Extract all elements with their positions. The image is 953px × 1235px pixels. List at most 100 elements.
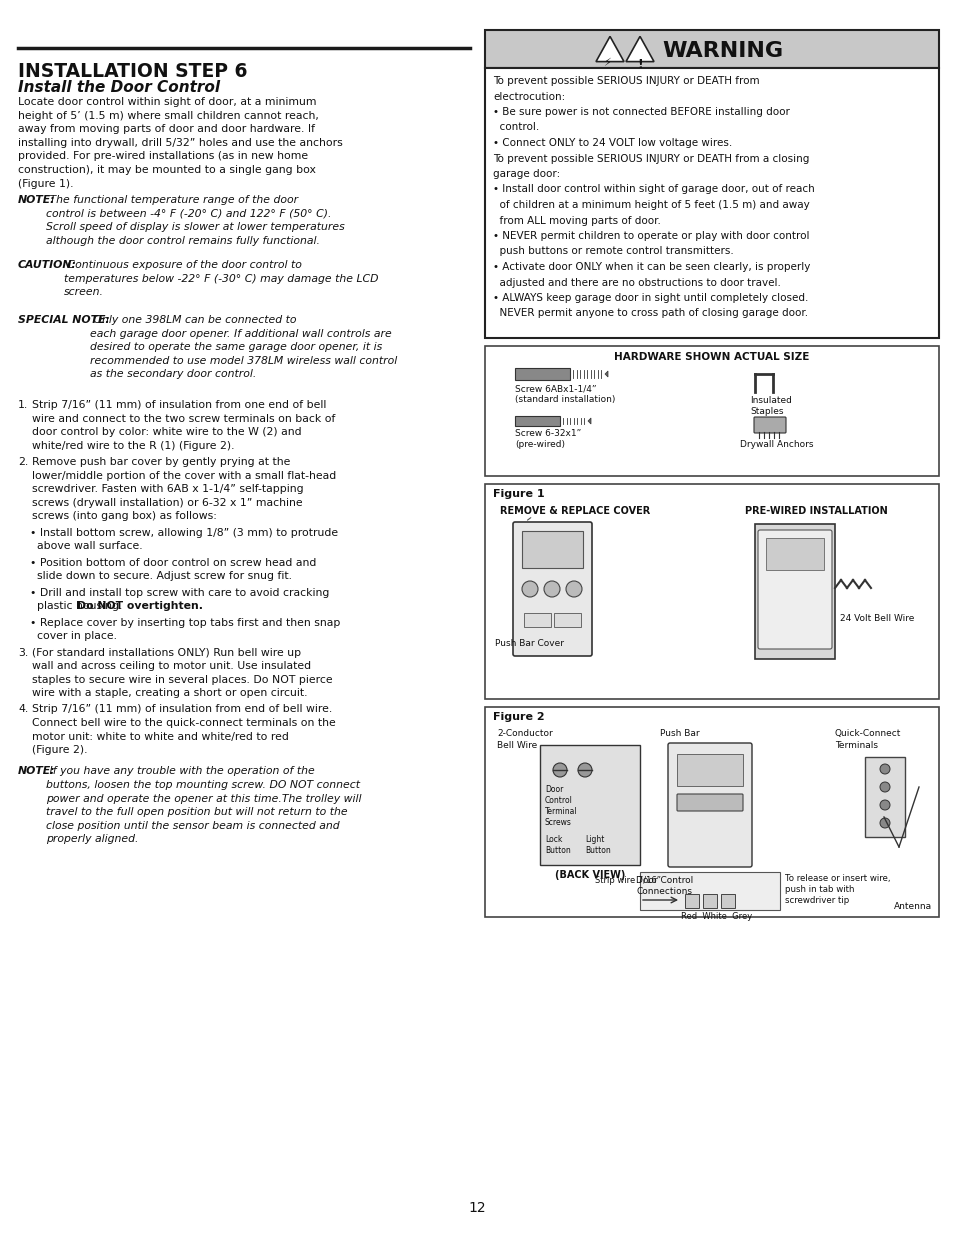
FancyBboxPatch shape: [484, 346, 938, 475]
Text: 4.: 4.: [18, 704, 29, 715]
Text: The functional temperature range of the door
control is between -4° F (-20° C) a: The functional temperature range of the …: [46, 195, 344, 246]
Text: • Replace cover by inserting top tabs first and then snap
  cover in place.: • Replace cover by inserting top tabs fi…: [30, 618, 340, 641]
FancyBboxPatch shape: [484, 68, 938, 338]
FancyBboxPatch shape: [515, 368, 569, 380]
Circle shape: [565, 580, 581, 597]
Text: To release or insert wire,
push in tab with
screwdriver tip: To release or insert wire, push in tab w…: [784, 874, 889, 905]
Circle shape: [553, 763, 566, 777]
Text: Light
Button: Light Button: [584, 835, 610, 855]
Text: (standard installation): (standard installation): [515, 395, 615, 404]
FancyBboxPatch shape: [720, 894, 734, 908]
Text: garage door:: garage door:: [493, 169, 559, 179]
FancyBboxPatch shape: [554, 613, 580, 627]
Text: Door Control
Connections: Door Control Connections: [636, 876, 693, 897]
Text: Strip 7/16” (11 mm) of insulation from one end of bell
wire and connect to the t: Strip 7/16” (11 mm) of insulation from o…: [32, 400, 335, 451]
Text: CAUTION:: CAUTION:: [18, 261, 77, 270]
Text: WARNING: WARNING: [661, 41, 782, 61]
Text: from ALL moving parts of door.: from ALL moving parts of door.: [493, 215, 660, 226]
Text: adjusted and there are no obstructions to door travel.: adjusted and there are no obstructions t…: [493, 278, 781, 288]
Text: HARDWARE SHOWN ACTUAL SIZE: HARDWARE SHOWN ACTUAL SIZE: [614, 352, 809, 362]
Text: 12: 12: [468, 1200, 485, 1215]
Text: (BACK VIEW): (BACK VIEW): [555, 869, 624, 881]
Text: Drywall Anchors: Drywall Anchors: [740, 440, 813, 450]
Text: PRE-WIRED INSTALLATION: PRE-WIRED INSTALLATION: [744, 506, 887, 516]
FancyBboxPatch shape: [515, 416, 559, 426]
Text: To prevent possible SERIOUS INJURY or DEATH from: To prevent possible SERIOUS INJURY or DE…: [493, 77, 759, 86]
Text: (pre-wired): (pre-wired): [515, 440, 564, 450]
Text: control.: control.: [493, 122, 538, 132]
Text: Install the Door Control: Install the Door Control: [18, 80, 220, 95]
Text: 2.: 2.: [18, 457, 29, 467]
FancyBboxPatch shape: [513, 522, 592, 656]
Text: • Position bottom of door control on screw head and
  slide down to secure. Adju: • Position bottom of door control on scr…: [30, 557, 316, 582]
Text: push buttons or remote control transmitters.: push buttons or remote control transmitt…: [493, 247, 733, 257]
Polygon shape: [604, 370, 607, 377]
Text: SPECIAL NOTE:: SPECIAL NOTE:: [18, 315, 110, 325]
Text: • ALWAYS keep garage door in sight until completely closed.: • ALWAYS keep garage door in sight until…: [493, 293, 807, 303]
Text: • Be sure power is not connected BEFORE installing door: • Be sure power is not connected BEFORE …: [493, 107, 789, 117]
Text: • Install bottom screw, allowing 1/8” (3 mm) to protrude
  above wall surface.: • Install bottom screw, allowing 1/8” (3…: [30, 527, 337, 551]
FancyBboxPatch shape: [765, 538, 823, 571]
Text: • Drill and install top screw with care to avoid cracking
  plastic housing.: • Drill and install top screw with care …: [30, 588, 329, 611]
Text: To prevent possible SERIOUS INJURY or DEATH from a closing: To prevent possible SERIOUS INJURY or DE…: [493, 153, 808, 163]
FancyBboxPatch shape: [677, 794, 742, 811]
Text: NOTE:: NOTE:: [18, 767, 55, 777]
Text: Remove push bar cover by gently prying at the
lower/middle portion of the cover : Remove push bar cover by gently prying a…: [32, 457, 335, 521]
Text: 24 Volt Bell Wire: 24 Volt Bell Wire: [840, 614, 913, 622]
Text: Locate door control within sight of door, at a minimum
height of 5’ (1.5 m) wher: Locate door control within sight of door…: [18, 98, 342, 189]
Polygon shape: [625, 36, 654, 62]
Circle shape: [578, 763, 592, 777]
Text: (For standard installations ONLY) Run bell wire up
wall and across ceiling to mo: (For standard installations ONLY) Run be…: [32, 647, 333, 698]
Text: Figure 2: Figure 2: [493, 713, 544, 722]
Text: Push Bar: Push Bar: [659, 729, 699, 739]
Polygon shape: [596, 36, 623, 62]
FancyBboxPatch shape: [521, 531, 582, 568]
Text: • Connect ONLY to 24 VOLT low voltage wires.: • Connect ONLY to 24 VOLT low voltage wi…: [493, 138, 732, 148]
FancyBboxPatch shape: [758, 530, 831, 650]
FancyBboxPatch shape: [677, 755, 742, 785]
FancyBboxPatch shape: [667, 743, 751, 867]
Text: REMOVE & REPLACE COVER: REMOVE & REPLACE COVER: [499, 506, 650, 516]
Text: Only one 398LM can be connected to
each garage door opener. If additional wall c: Only one 398LM can be connected to each …: [90, 315, 396, 379]
Text: Quick-Connect
Terminals: Quick-Connect Terminals: [834, 729, 901, 750]
FancyBboxPatch shape: [754, 524, 834, 659]
Text: Strip 7/16” (11 mm) of insulation from end of bell wire.
Connect bell wire to th: Strip 7/16” (11 mm) of insulation from e…: [32, 704, 335, 756]
FancyBboxPatch shape: [539, 745, 639, 864]
Text: If you have any trouble with the operation of the
buttons, loosen the top mounti: If you have any trouble with the operati…: [46, 767, 361, 845]
Text: Lock
Button: Lock Button: [544, 835, 570, 855]
Text: Do NOT overtighten.: Do NOT overtighten.: [77, 601, 203, 611]
FancyBboxPatch shape: [864, 757, 904, 837]
Circle shape: [543, 580, 559, 597]
Text: Insulated: Insulated: [749, 396, 791, 405]
Circle shape: [521, 580, 537, 597]
Text: 3.: 3.: [18, 647, 29, 657]
Text: electrocution:: electrocution:: [493, 91, 565, 101]
Text: NEVER permit anyone to cross path of closing garage door.: NEVER permit anyone to cross path of clo…: [493, 309, 807, 319]
Text: Strip wire 7/16”: Strip wire 7/16”: [595, 876, 660, 885]
FancyBboxPatch shape: [684, 894, 699, 908]
Text: 2-Conductor
Bell Wire: 2-Conductor Bell Wire: [497, 729, 552, 750]
Text: INSTALLATION STEP 6: INSTALLATION STEP 6: [18, 62, 247, 82]
Circle shape: [879, 782, 889, 792]
Text: • Activate door ONLY when it can be seen clearly, is properly: • Activate door ONLY when it can be seen…: [493, 262, 809, 272]
Text: Figure 1: Figure 1: [493, 489, 544, 499]
FancyBboxPatch shape: [639, 872, 780, 910]
FancyBboxPatch shape: [484, 706, 938, 918]
Circle shape: [879, 800, 889, 810]
Text: Antenna: Antenna: [893, 902, 931, 911]
FancyBboxPatch shape: [753, 417, 785, 433]
Polygon shape: [587, 417, 590, 424]
FancyBboxPatch shape: [702, 894, 717, 908]
Text: • Install door control within sight of garage door, out of reach: • Install door control within sight of g…: [493, 184, 814, 194]
FancyBboxPatch shape: [523, 613, 551, 627]
Text: Continuous exposure of the door control to
temperatures below -22° F (-30° C) ma: Continuous exposure of the door control …: [64, 261, 378, 298]
Text: 1.: 1.: [18, 400, 29, 410]
Text: Screw 6-32x1”: Screw 6-32x1”: [515, 429, 580, 438]
Text: Red  White  Grey: Red White Grey: [680, 911, 752, 921]
Circle shape: [879, 818, 889, 827]
Text: Push Bar Cover: Push Bar Cover: [495, 638, 563, 648]
Circle shape: [879, 764, 889, 774]
Text: !: !: [637, 58, 642, 70]
Text: of children at a minimum height of 5 feet (1.5 m) and away: of children at a minimum height of 5 fee…: [493, 200, 809, 210]
Text: Door
Control
Terminal
Screws: Door Control Terminal Screws: [544, 785, 577, 827]
